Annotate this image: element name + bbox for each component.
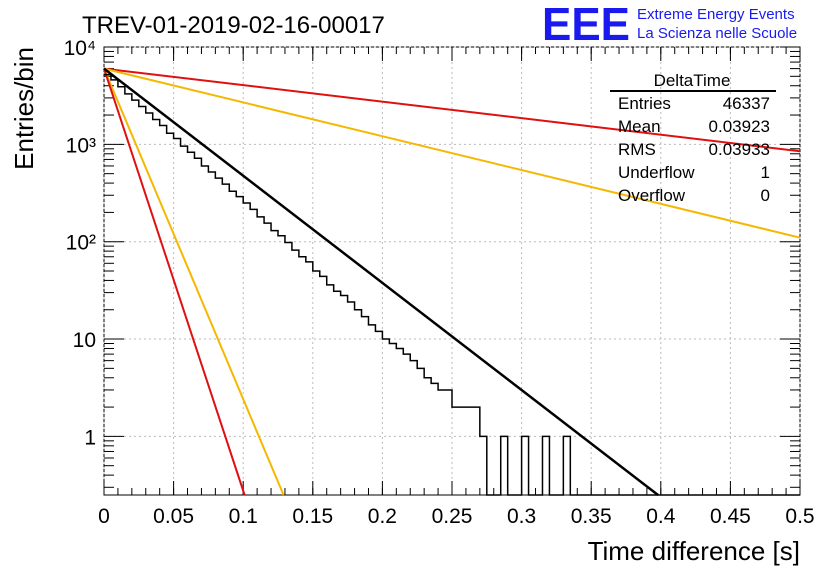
- stats-value-overflow: 0: [761, 186, 770, 205]
- stats-value-rms: 0.03933: [709, 140, 770, 159]
- stats-value-underflow: 1: [761, 163, 770, 182]
- reference-line: [103, 67, 801, 153]
- fit-line: [103, 67, 659, 496]
- stats-label-underflow: Underflow: [618, 163, 695, 182]
- x-tick-label: 0.25: [432, 505, 473, 528]
- x-axis-label: Time difference [s]: [588, 536, 800, 566]
- reference-line: [103, 68, 246, 496]
- stats-box: DeltaTime Entries 46337 Mean 0.03923 RMS…: [610, 71, 776, 205]
- y-tick-label: 10³: [66, 134, 96, 157]
- stats-box-title: DeltaTime: [654, 71, 731, 90]
- axis-ticks: [103, 46, 801, 495]
- y-tick-label: 10: [73, 329, 96, 352]
- stats-value-entries: 46337: [723, 94, 770, 113]
- x-tick-labels: 0 0.05 0.1 0.15 0.2 0.25 0.3 0.35 0.4 0.45 0.5: [98, 505, 814, 528]
- reference-lines: [103, 67, 801, 496]
- x-tick-label: 0.2: [368, 505, 397, 528]
- x-tick-label: 0.05: [153, 505, 194, 528]
- x-tick-label: 0.1: [229, 505, 258, 528]
- y-axis-label: Entries/bin: [9, 47, 39, 170]
- stats-label-entries: Entries: [618, 94, 671, 113]
- stats-value-mean: 0.03923: [709, 117, 770, 136]
- logo-line-2: La Scienza nelle Scuole: [637, 25, 797, 42]
- x-tick-label: 0.15: [292, 505, 333, 528]
- x-tick-label: 0: [98, 505, 110, 528]
- histogram-bars: [104, 73, 800, 496]
- y-tick-label: 10⁴: [64, 37, 96, 60]
- y-tick-labels: 1 10 10² 10³ 10⁴: [64, 37, 96, 449]
- stats-label-rms: RMS: [618, 140, 656, 159]
- x-tick-label: 0.5: [785, 505, 814, 528]
- x-tick-label: 0.35: [571, 505, 612, 528]
- y-tick-label: 10²: [66, 232, 96, 255]
- x-tick-label: 0.4: [646, 505, 676, 528]
- y-tick-label: 1: [84, 426, 96, 449]
- eee-logo-mark: EEE: [542, 0, 630, 50]
- stats-label-overflow: Overflow: [618, 186, 686, 205]
- eee-logo: EEE Extreme Energy Events La Scienza nel…: [542, 0, 797, 50]
- reference-line: [103, 67, 801, 239]
- reference-line: [103, 68, 285, 496]
- x-tick-label: 0.45: [710, 505, 751, 528]
- x-tick-label: 0.3: [507, 505, 536, 528]
- grid: [103, 46, 801, 495]
- stats-label-mean: Mean: [618, 117, 661, 136]
- logo-line-1: Extreme Energy Events: [637, 6, 795, 23]
- chart-title: TREV-01-2019-02-16-00017: [82, 12, 385, 39]
